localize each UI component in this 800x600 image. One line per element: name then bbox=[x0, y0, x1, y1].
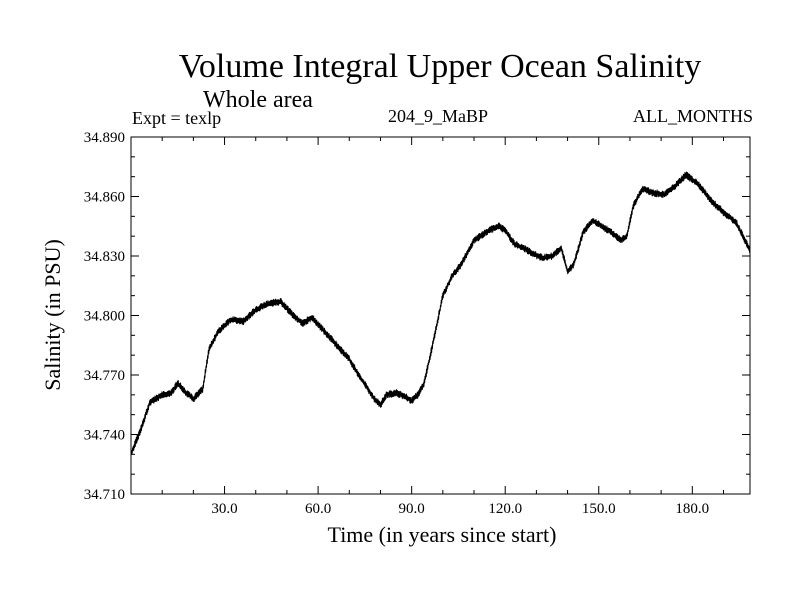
x-tick-label: 120.0 bbox=[488, 501, 522, 517]
x-tick-label: 150.0 bbox=[582, 501, 616, 517]
y-tick-label: 34.830 bbox=[84, 249, 125, 265]
x-tick-label: 180.0 bbox=[675, 501, 709, 517]
x-tick-label: 90.0 bbox=[399, 501, 425, 517]
y-tick-label: 34.860 bbox=[84, 190, 125, 206]
y-tick-label: 34.770 bbox=[84, 368, 125, 384]
x-axis-label: Time (in years since start) bbox=[327, 522, 557, 547]
y-tick-label: 34.710 bbox=[84, 487, 125, 503]
run-id-label: 204_9_MaBP bbox=[388, 106, 489, 126]
y-tick-label: 34.890 bbox=[84, 130, 125, 146]
salinity-series-line bbox=[130, 171, 751, 456]
chart-title: Volume Integral Upper Ocean Salinity bbox=[178, 48, 702, 85]
x-axis: 30.0 60.0 90.0 120.0 150.0 180.0 bbox=[161, 137, 724, 517]
y-axis: 34.710 34.740 34.770 34.800 34.830 34.860 34.8… bbox=[84, 130, 750, 503]
y-tick-label: 34.740 bbox=[84, 428, 125, 444]
months-label: ALL_MONTHS bbox=[633, 106, 753, 126]
chart-subtitle: Whole area bbox=[203, 87, 313, 113]
x-tick-label: 60.0 bbox=[305, 501, 331, 517]
x-tick-label: 30.0 bbox=[211, 501, 237, 517]
y-tick-label: 34.800 bbox=[84, 309, 125, 325]
y-axis-label: Salinity (in PSU) bbox=[40, 239, 65, 391]
plot-area-frame bbox=[130, 136, 751, 495]
experiment-label: Expt = texlp bbox=[132, 108, 222, 128]
